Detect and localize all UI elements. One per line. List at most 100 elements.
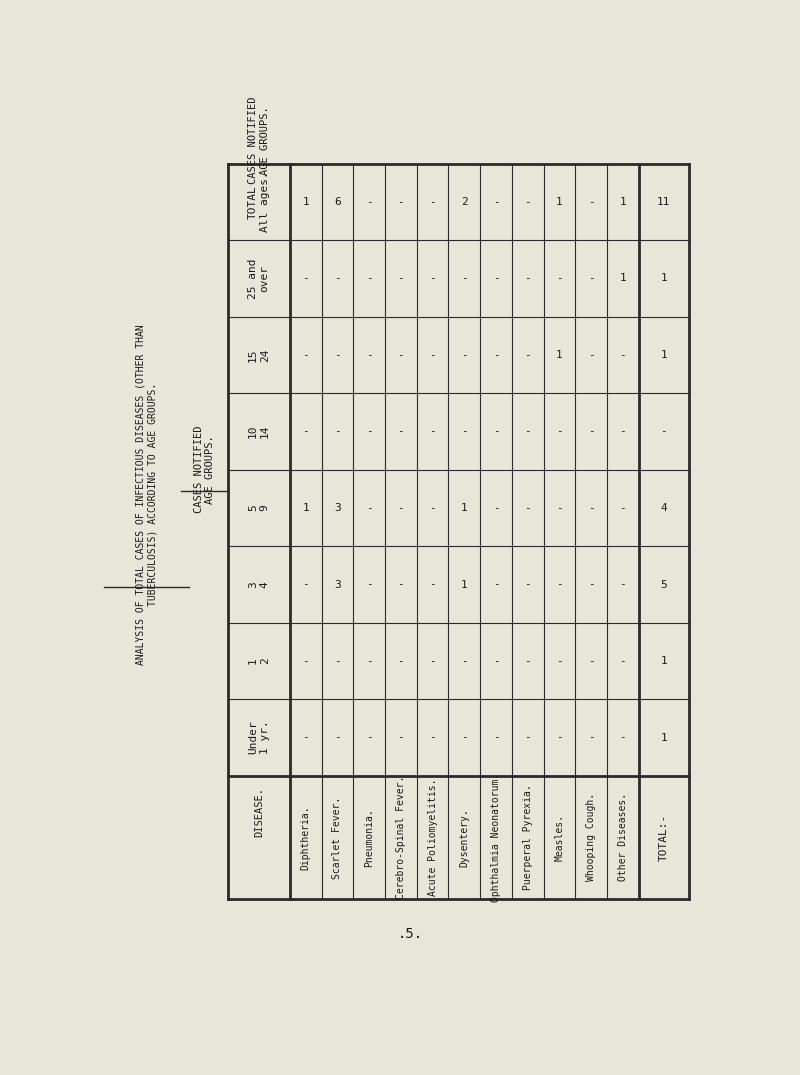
Text: -: - — [366, 197, 373, 206]
Text: 1
2: 1 2 — [248, 658, 270, 664]
Text: -: - — [493, 579, 499, 589]
Text: -: - — [398, 197, 404, 206]
Text: -: - — [302, 350, 309, 360]
Text: 1: 1 — [556, 197, 562, 206]
Text: 5: 5 — [661, 579, 667, 589]
Text: DISEASE.: DISEASE. — [254, 787, 264, 837]
Text: Puerperal Pyrexia.: Puerperal Pyrexia. — [522, 785, 533, 890]
Text: Acute Poliomyelitis.: Acute Poliomyelitis. — [427, 778, 438, 897]
Text: -: - — [588, 273, 594, 284]
Text: -: - — [524, 656, 531, 666]
Text: -: - — [366, 350, 373, 360]
Text: -: - — [398, 656, 404, 666]
Text: -: - — [556, 427, 562, 436]
Text: -: - — [334, 656, 341, 666]
Text: Diphtheria.: Diphtheria. — [301, 805, 310, 870]
Text: Dysentery.: Dysentery. — [459, 808, 470, 866]
Text: -: - — [524, 579, 531, 589]
Text: TOTAL
All ages.: TOTAL All ages. — [248, 172, 270, 232]
Text: Whooping Cough.: Whooping Cough. — [586, 793, 596, 882]
Text: 1: 1 — [661, 732, 667, 743]
Text: 1: 1 — [302, 503, 309, 513]
Text: Ophthalmia Neonatorum.: Ophthalmia Neonatorum. — [491, 773, 501, 902]
Text: CASES NOTIFIED
AGE GROUPS.: CASES NOTIFIED AGE GROUPS. — [194, 426, 215, 514]
Text: ANALYSIS OF TOTAL CASES OF INFECTIOUS DISEASES (OTHER THAN
TUBERCULOSIS) ACCORDI: ANALYSIS OF TOTAL CASES OF INFECTIOUS DI… — [136, 325, 158, 665]
Text: 1: 1 — [619, 273, 626, 284]
Text: -: - — [398, 273, 404, 284]
Text: -: - — [493, 656, 499, 666]
Text: -: - — [429, 197, 436, 206]
Text: -: - — [429, 579, 436, 589]
Text: Pneumonia.: Pneumonia. — [364, 808, 374, 866]
Text: -: - — [429, 656, 436, 666]
Text: 11: 11 — [657, 197, 670, 206]
Text: -: - — [366, 427, 373, 436]
Text: -: - — [524, 197, 531, 206]
Text: -: - — [556, 503, 562, 513]
Text: -: - — [524, 503, 531, 513]
Text: Under
1 yr.: Under 1 yr. — [248, 720, 270, 755]
Text: -: - — [334, 273, 341, 284]
Text: 3
4: 3 4 — [248, 582, 270, 588]
Text: 3: 3 — [334, 579, 341, 589]
Text: -: - — [302, 273, 309, 284]
Text: -: - — [619, 656, 626, 666]
Text: 2: 2 — [461, 197, 468, 206]
Text: -: - — [429, 273, 436, 284]
Text: -: - — [619, 503, 626, 513]
Text: -: - — [334, 427, 341, 436]
Text: 1: 1 — [461, 503, 468, 513]
Text: -: - — [556, 579, 562, 589]
Text: -: - — [556, 273, 562, 284]
Text: 1: 1 — [661, 273, 667, 284]
Text: -: - — [661, 427, 667, 436]
Text: -: - — [619, 350, 626, 360]
Text: -: - — [366, 273, 373, 284]
Text: -: - — [366, 579, 373, 589]
Text: -: - — [524, 273, 531, 284]
Text: -: - — [588, 197, 594, 206]
Text: -: - — [429, 427, 436, 436]
Text: -: - — [524, 350, 531, 360]
Text: 15
24: 15 24 — [248, 348, 270, 361]
Text: 1: 1 — [302, 197, 309, 206]
Text: -: - — [588, 503, 594, 513]
Text: 10
14: 10 14 — [248, 425, 270, 439]
Text: 25 and
over: 25 and over — [248, 258, 270, 299]
Text: -: - — [302, 427, 309, 436]
Text: -: - — [366, 503, 373, 513]
Text: Other Diseases.: Other Diseases. — [618, 793, 628, 882]
Text: -: - — [556, 656, 562, 666]
Text: -: - — [493, 427, 499, 436]
Text: -: - — [429, 350, 436, 360]
Text: -: - — [398, 427, 404, 436]
Text: -: - — [429, 503, 436, 513]
Text: .5.: .5. — [398, 927, 422, 941]
Text: 6: 6 — [334, 197, 341, 206]
Text: -: - — [588, 732, 594, 743]
Text: -: - — [398, 350, 404, 360]
Text: -: - — [619, 732, 626, 743]
Text: -: - — [398, 732, 404, 743]
Text: -: - — [461, 732, 468, 743]
Text: 1: 1 — [661, 350, 667, 360]
Text: -: - — [398, 503, 404, 513]
Text: -: - — [461, 350, 468, 360]
Text: -: - — [493, 503, 499, 513]
Text: -: - — [524, 732, 531, 743]
Text: -: - — [619, 579, 626, 589]
Text: -: - — [461, 273, 468, 284]
Text: -: - — [302, 732, 309, 743]
Text: -: - — [588, 579, 594, 589]
Text: 1: 1 — [619, 197, 626, 206]
Text: -: - — [588, 656, 594, 666]
Text: 3: 3 — [334, 503, 341, 513]
Text: -: - — [493, 732, 499, 743]
Text: 1: 1 — [556, 350, 562, 360]
Text: -: - — [493, 350, 499, 360]
Text: -: - — [302, 579, 309, 589]
Text: -: - — [493, 197, 499, 206]
Text: -: - — [619, 427, 626, 436]
Text: -: - — [588, 350, 594, 360]
Text: 1: 1 — [461, 579, 468, 589]
